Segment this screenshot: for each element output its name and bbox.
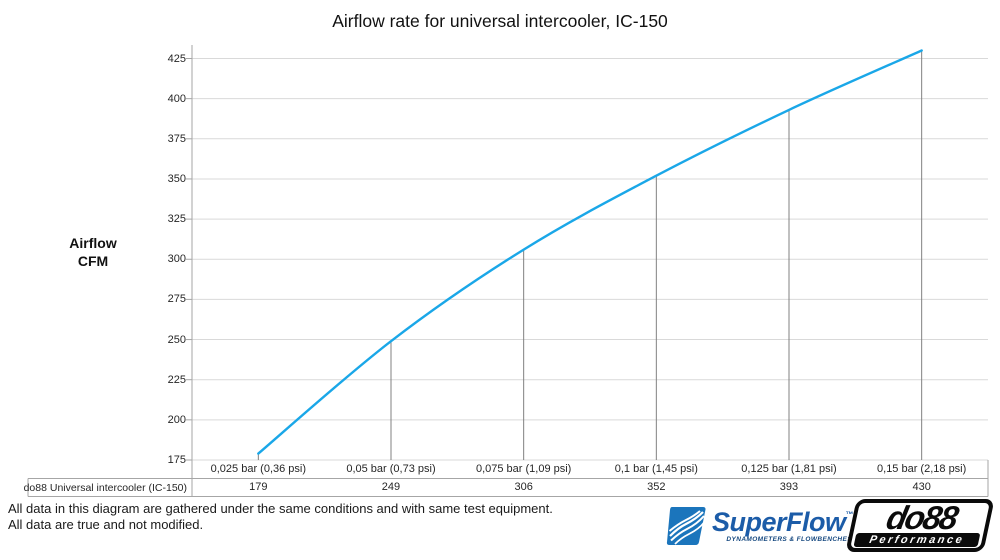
y-axis-title-line2: CFM — [77, 253, 109, 269]
y-axis-tick-label: 275 — [167, 293, 186, 306]
y-axis-tick-label: 375 — [167, 132, 186, 145]
do88-wordmark: do88 — [883, 499, 961, 536]
airflow-series-line — [257, 49, 923, 455]
footer-note: All data in this diagram are gathered un… — [8, 501, 648, 533]
superflow-waves-icon — [666, 507, 706, 545]
y-axis-tick-label: 250 — [167, 333, 186, 346]
x-axis-label: 0,075 bar (1,09 psi) — [475, 463, 572, 475]
y-axis-tick-label: 300 — [167, 253, 186, 266]
do88-logo: do88 Performance — [845, 499, 995, 552]
footer-note-line1: All data in this diagram are gathered un… — [8, 501, 553, 516]
x-axis-label: 0,15 bar (2,18 psi) — [877, 463, 967, 475]
data-table-value: 249 — [381, 481, 401, 493]
y-axis-tick-label: 175 — [167, 454, 186, 466]
y-axis-tick-label: 325 — [167, 213, 186, 226]
x-axis-label: 0,125 bar (1,81 psi) — [741, 463, 837, 475]
y-axis-title-line1: Airflow — [69, 235, 117, 251]
superflow-wordmark: SuperFlow™ — [712, 507, 854, 537]
y-axis-tick-label: 225 — [167, 373, 186, 386]
data-table-value: 179 — [249, 481, 268, 493]
data-table-value: 393 — [779, 481, 799, 493]
x-axis-label: 0,1 bar (1,45 psi) — [614, 463, 698, 475]
legend: do88 Universal intercooler (IC-150) — [24, 479, 191, 496]
data-table-value: 306 — [514, 481, 533, 493]
y-axis-tick-label: 350 — [167, 172, 186, 185]
y-axis-tick-label: 425 — [167, 52, 186, 65]
data-table-value: 352 — [647, 481, 666, 493]
y-axis-tick-label: 200 — [167, 413, 186, 426]
x-axis-label: 0,05 bar (0,73 psi) — [346, 463, 436, 475]
y-axis-title: Airflow CFM — [38, 234, 148, 270]
chart-title: Airflow rate for universal intercooler, … — [332, 11, 668, 31]
y-axis-tick-label: 400 — [167, 92, 186, 105]
legend-label: do88 Universal intercooler (IC-150) — [23, 481, 187, 494]
superflow-trademark: ™ — [845, 510, 854, 519]
data-table-value: 430 — [912, 481, 931, 493]
x-axis-label: 0,025 bar (0,36 psi) — [210, 463, 307, 475]
do88-performance-strip: Performance — [853, 533, 981, 547]
superflow-logo: SuperFlow™ DYNAMOMETERS & FLOWBENCHES — [666, 505, 853, 549]
superflow-tagline: DYNAMOMETERS & FLOWBENCHES — [726, 536, 852, 543]
footer-note-line2: All data are true and not modified. — [8, 517, 204, 532]
